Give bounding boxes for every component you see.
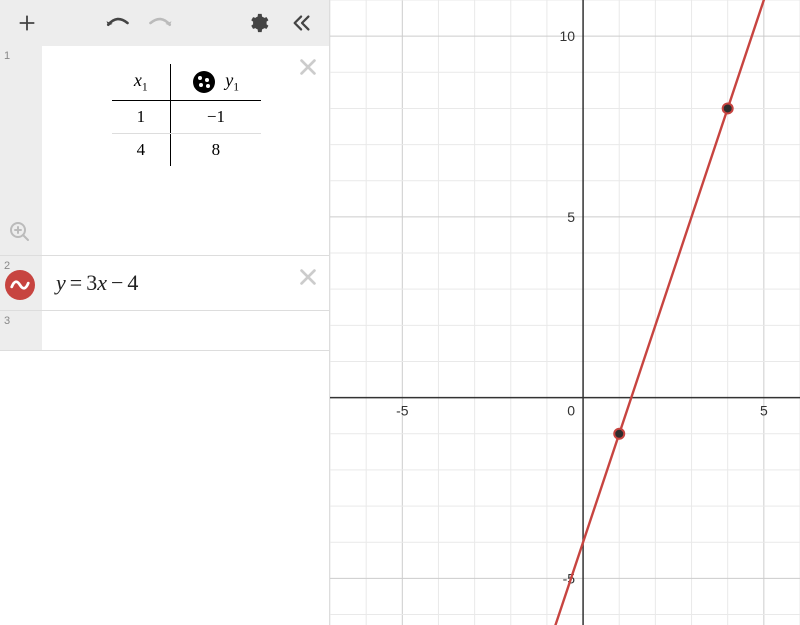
row-index: 1 — [0, 46, 42, 255]
expr-const: 4 — [127, 270, 138, 295]
expression-row-1[interactable]: 1 x1 — [0, 46, 329, 256]
app-root: 1 x1 — [0, 0, 800, 625]
expression-list: 1 x1 — [0, 46, 329, 625]
gear-icon — [247, 12, 269, 34]
close-icon — [297, 56, 319, 78]
row-index: 2 — [0, 256, 42, 310]
toolbar — [0, 0, 329, 46]
wave-icon — [9, 274, 31, 296]
table-row[interactable]: 4 8 — [112, 133, 261, 166]
table-cell[interactable]: 1 — [112, 100, 170, 133]
svg-text:0: 0 — [567, 403, 575, 419]
redo-icon — [147, 13, 175, 33]
svg-text:-5: -5 — [396, 403, 409, 419]
row-index-label: 1 — [4, 50, 10, 62]
row-body[interactable] — [42, 311, 329, 350]
add-button[interactable] — [8, 4, 46, 42]
data-table[interactable]: x1 y1 — [112, 64, 261, 166]
zoom-fit-button[interactable] — [8, 220, 32, 247]
row-index: 3 — [0, 311, 42, 350]
plus-icon — [16, 12, 38, 34]
row-body[interactable]: y=3x−4 — [42, 256, 329, 310]
chevron-double-left-icon — [290, 12, 314, 34]
expression-row-2[interactable]: 2 y=3x−4 — [0, 256, 329, 311]
table-cell[interactable]: 8 — [170, 133, 261, 166]
table-cell[interactable]: 4 — [112, 133, 170, 166]
row-index-label: 2 — [4, 260, 10, 272]
expr-lhs: y — [56, 270, 66, 295]
svg-text:5: 5 — [760, 403, 768, 419]
expr-coef: 3 — [86, 270, 97, 295]
row-index-label: 3 — [4, 315, 10, 327]
expression-panel: 1 x1 — [0, 0, 330, 625]
svg-text:5: 5 — [567, 209, 575, 225]
delete-row-button[interactable] — [297, 266, 319, 293]
col1-var: x — [134, 70, 142, 90]
expr-var: x — [97, 270, 107, 295]
col1-sub: 1 — [142, 81, 148, 94]
undo-button[interactable] — [98, 4, 136, 42]
expression-row-3[interactable]: 3 — [0, 311, 329, 351]
table-header-y[interactable]: y1 — [170, 64, 261, 100]
col2-sub: 1 — [233, 81, 239, 94]
dice-icon[interactable] — [193, 71, 215, 93]
settings-button[interactable] — [239, 4, 277, 42]
table-cell[interactable]: −1 — [170, 100, 261, 133]
close-icon — [297, 266, 319, 288]
graph-canvas[interactable]: -55-55100 — [330, 0, 800, 625]
zoom-in-icon — [8, 220, 32, 244]
row-body: x1 y1 — [42, 46, 329, 255]
collapse-button[interactable] — [283, 4, 321, 42]
undo-icon — [103, 13, 131, 33]
redo-button[interactable] — [142, 4, 180, 42]
expression-color-badge[interactable] — [5, 270, 35, 300]
table-row[interactable]: 1 −1 — [112, 100, 261, 133]
delete-row-button[interactable] — [297, 56, 319, 83]
svg-text:10: 10 — [559, 28, 575, 44]
table-header-x[interactable]: x1 — [112, 64, 170, 100]
graph-pane[interactable]: -55-55100 — [330, 0, 800, 625]
expression-text[interactable]: y=3x−4 — [56, 270, 138, 295]
